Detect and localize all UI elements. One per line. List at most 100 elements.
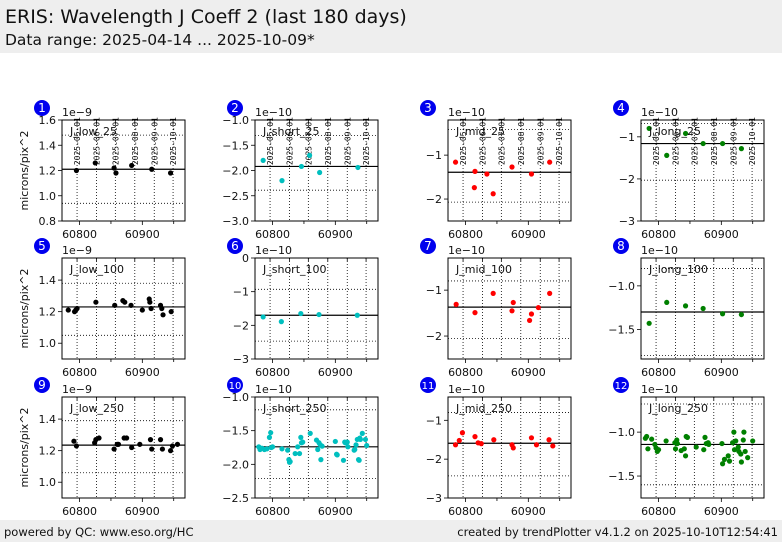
panel-index-badge xyxy=(420,377,436,393)
data-point xyxy=(719,440,725,447)
series-title: J_short_100 xyxy=(262,263,327,276)
data-point xyxy=(353,442,359,448)
data-point xyxy=(300,439,306,445)
data-point xyxy=(147,437,154,443)
data-point xyxy=(354,312,360,318)
date-tick-label: 2025-05-01 xyxy=(459,117,468,165)
data-point xyxy=(646,320,652,326)
data-point xyxy=(701,447,707,453)
x-tick-label: 60800 xyxy=(62,366,97,379)
data-point xyxy=(684,434,691,440)
data-point xyxy=(315,446,321,453)
panel-index-label: 3 xyxy=(424,101,432,115)
y-tick-label: 1.2 xyxy=(39,165,57,178)
date-tick-label: 2025-09-01 xyxy=(729,117,738,165)
data-point xyxy=(528,171,535,177)
series-title: J_low_250 xyxy=(69,402,124,415)
data-point xyxy=(664,299,670,306)
data-point xyxy=(352,446,358,453)
panel-index-label: 6 xyxy=(231,239,239,253)
data-point xyxy=(731,429,737,435)
data-point xyxy=(664,152,670,158)
data-point xyxy=(741,429,747,435)
date-tick-label: 2025-10-01 xyxy=(555,117,564,165)
data-point xyxy=(355,164,361,171)
plot-frame xyxy=(447,119,572,222)
data-point xyxy=(738,451,744,457)
panel-index-label: 4 xyxy=(617,101,625,115)
series-title: J_low_100 xyxy=(69,263,124,276)
panel-index-badge xyxy=(420,238,436,254)
data-point xyxy=(287,459,293,465)
y-tick-label: −2 xyxy=(233,319,249,332)
data-point xyxy=(719,311,726,317)
data-point xyxy=(111,165,117,171)
data-point xyxy=(364,442,370,449)
data-point xyxy=(510,299,516,306)
y-axis-label: microns/pix^2 xyxy=(18,130,31,210)
y-tick-label: 1.0 xyxy=(39,476,57,489)
data-point xyxy=(266,434,273,440)
data-point xyxy=(278,319,284,325)
x-tick-label: 60900 xyxy=(318,228,353,241)
date-tick-label: 2025-08-01 xyxy=(710,117,719,165)
series-title: J_mid_100 xyxy=(455,263,512,276)
data-point xyxy=(167,170,174,176)
trend-plots-grid: 2025-05-01 2025-06-01 2025-07-01 2025-08-01… xyxy=(18,100,765,518)
data-point xyxy=(113,170,119,176)
date-tick-label: 2025-06-01 xyxy=(479,117,488,165)
plot-frame xyxy=(640,257,765,360)
data-point xyxy=(702,434,708,440)
data-point xyxy=(682,303,689,309)
x-tick-label: 60900 xyxy=(704,366,739,379)
data-point xyxy=(147,299,153,305)
y-tick-label: −2.0 xyxy=(222,458,249,471)
panel-index-label: 1 xyxy=(38,101,46,115)
data-point xyxy=(453,301,459,307)
panel-2: 2025-05-01 2025-06-01 2025-07-01 2025-08-01… xyxy=(222,100,379,241)
y-exponent-label: 1e−9 xyxy=(62,106,92,119)
panel-11: −3 −2 −1 60800 60900 1e−10 J_mid_250 11 xyxy=(420,377,572,518)
data-point xyxy=(137,441,143,447)
data-point xyxy=(456,437,462,444)
y-tick-label: −1.0 xyxy=(608,426,635,439)
data-point xyxy=(345,444,351,450)
data-point xyxy=(740,437,746,443)
data-point xyxy=(472,310,478,316)
data-point xyxy=(174,441,181,447)
y-tick-label: 1.6 xyxy=(39,114,57,127)
data-point xyxy=(649,436,655,442)
data-point xyxy=(357,436,364,443)
plot-frame xyxy=(254,396,379,499)
footer-powered-by: powered by QC: www.eso.org/HC xyxy=(4,525,194,539)
data-point xyxy=(731,447,738,453)
data-point xyxy=(547,159,553,165)
date-tick-label: 2025-10-01 xyxy=(748,117,757,165)
data-point xyxy=(159,305,165,312)
date-tick-label: 2025-07-01 xyxy=(690,117,699,165)
series-title: J_short_250 xyxy=(262,402,327,415)
panel-index-label: 10 xyxy=(229,381,242,392)
x-tick-label: 60800 xyxy=(448,228,483,241)
data-point xyxy=(645,446,651,452)
data-point xyxy=(129,444,135,451)
data-point xyxy=(73,167,80,174)
data-point xyxy=(139,307,145,313)
date-tick-label: 2025-05-01 xyxy=(266,117,275,165)
y-tick-label: −1 xyxy=(426,149,442,162)
data-point xyxy=(733,438,739,444)
data-point xyxy=(298,434,304,440)
data-point xyxy=(738,459,745,465)
panel-index-badge xyxy=(34,238,50,254)
x-tick-label: 60800 xyxy=(62,505,97,518)
x-tick-label: 60800 xyxy=(62,228,97,241)
data-point xyxy=(510,445,516,451)
panel-7: −2 −1 60800 60900 1e−10 J_mid_100 7 xyxy=(420,238,572,379)
data-point xyxy=(362,436,369,443)
x-tick-label: 60900 xyxy=(318,366,353,379)
date-tick-label: 2025-07-01 xyxy=(304,117,313,165)
panel-index-label: 2 xyxy=(231,101,239,115)
data-point xyxy=(528,311,535,317)
data-point xyxy=(285,447,291,453)
x-tick-label: 60900 xyxy=(125,228,160,241)
